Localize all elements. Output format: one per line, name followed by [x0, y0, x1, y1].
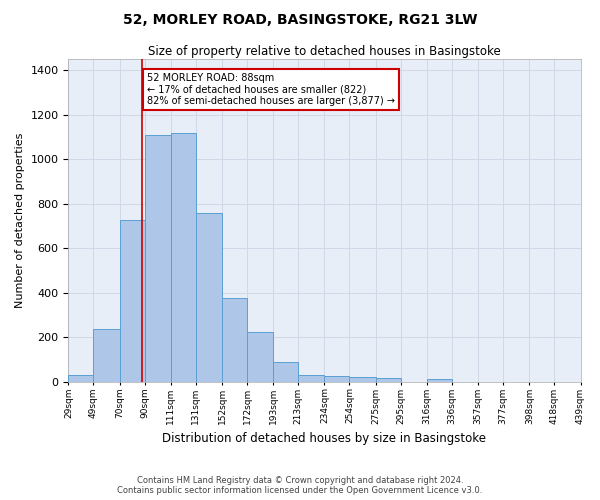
X-axis label: Distribution of detached houses by size in Basingstoke: Distribution of detached houses by size …: [163, 432, 487, 445]
Text: 52 MORLEY ROAD: 88sqm
← 17% of detached houses are smaller (822)
82% of semi-det: 52 MORLEY ROAD: 88sqm ← 17% of detached …: [147, 72, 395, 106]
Bar: [68, 375, 94, 382]
Bar: [273, 362, 298, 382]
Bar: [94, 330, 119, 382]
Text: 52, MORLEY ROAD, BASINGSTOKE, RG21 3LW: 52, MORLEY ROAD, BASINGSTOKE, RG21 3LW: [123, 12, 477, 26]
Y-axis label: Number of detached properties: Number of detached properties: [15, 133, 25, 308]
Bar: [171, 132, 196, 382]
Text: Contains HM Land Registry data © Crown copyright and database right 2024.
Contai: Contains HM Land Registry data © Crown c…: [118, 476, 482, 495]
Bar: [325, 376, 349, 382]
Bar: [376, 378, 401, 382]
Bar: [427, 379, 452, 382]
Title: Size of property relative to detached houses in Basingstoke: Size of property relative to detached ho…: [148, 45, 501, 58]
Bar: [196, 212, 222, 382]
Bar: [222, 298, 247, 382]
Bar: [349, 378, 376, 382]
Bar: [298, 375, 325, 382]
Bar: [145, 135, 171, 382]
Bar: [247, 332, 273, 382]
Bar: [119, 220, 145, 382]
